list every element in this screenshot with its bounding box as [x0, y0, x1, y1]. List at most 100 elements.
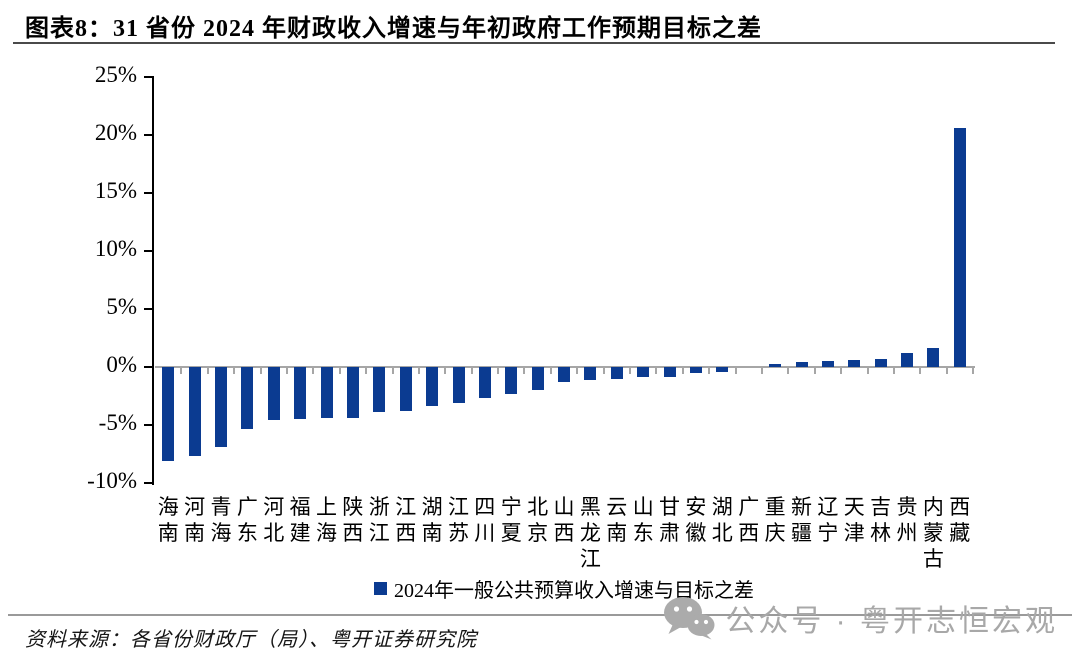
x-label-江苏: 江苏	[445, 494, 473, 546]
x-axis-tick	[206, 368, 209, 374]
x-label-西藏: 西藏	[946, 494, 974, 546]
x-label-山东: 山东	[629, 494, 657, 546]
x-axis-tick	[708, 368, 711, 374]
chart-title: 图表8：31 省份 2024 年财政收入增速与年初政府工作预期目标之差	[25, 16, 762, 42]
x-label-char: 州	[896, 521, 918, 545]
y-axis-tick	[144, 134, 153, 136]
y-axis-tick	[144, 366, 153, 368]
y-axis-label-5%: 5%	[106, 294, 137, 319]
x-axis-tick	[391, 368, 394, 374]
x-label-char: 川	[474, 521, 496, 545]
y-axis-tick	[144, 424, 153, 426]
x-label-char: 江	[395, 495, 417, 519]
x-axis-tick	[892, 368, 895, 374]
x-label-char: 疆	[791, 521, 812, 545]
x-label-char: 西	[949, 495, 971, 519]
y-axis-label-10%: 10%	[94, 236, 137, 261]
x-label-四川: 四川	[471, 494, 499, 546]
x-label-天津: 天津	[840, 494, 868, 546]
x-axis-tick	[312, 368, 315, 374]
bar-宁夏	[505, 367, 518, 394]
x-label-辽宁: 辽宁	[814, 494, 842, 546]
x-label-char: 黑	[579, 495, 601, 519]
bar-贵州	[901, 353, 913, 367]
x-label-char: 山	[553, 495, 575, 519]
x-label-重庆: 重庆	[761, 494, 789, 546]
x-axis-tick	[655, 368, 658, 374]
x-label-char: 西	[738, 521, 760, 545]
x-label-char: 徽	[685, 521, 707, 545]
y-axis-label--5%: -5%	[98, 410, 137, 435]
x-label-广西: 广西	[735, 494, 763, 546]
x-axis-tick	[840, 368, 843, 374]
x-label-char: 南	[157, 521, 179, 545]
x-label-char: 庆	[764, 521, 786, 545]
x-label-char: 江	[579, 547, 601, 571]
x-label-char: 内	[922, 495, 944, 519]
x-label-海南: 海南	[154, 494, 182, 546]
x-label-char: 西	[395, 521, 417, 545]
bar-海南	[162, 367, 175, 461]
x-axis-tick	[734, 368, 737, 374]
x-label-char: 陕	[342, 495, 364, 519]
y-axis-label--10%: -10%	[87, 468, 137, 493]
bar-湖南	[426, 367, 439, 407]
bar-江西	[399, 367, 412, 412]
title-divider	[13, 42, 1055, 44]
bar-天津	[848, 360, 861, 367]
x-axis-tick	[285, 368, 288, 374]
x-axis-tick	[549, 368, 552, 374]
x-label-河北: 河北	[260, 494, 288, 546]
x-label-宁夏: 宁夏	[497, 494, 525, 546]
bar-云南	[610, 367, 623, 379]
y-axis-tick	[144, 192, 153, 194]
bar-四川	[478, 367, 491, 399]
bar-上海	[320, 367, 333, 418]
x-axis-tick	[259, 368, 262, 374]
bar-北京	[531, 367, 544, 391]
x-label-char: 海	[316, 521, 337, 545]
x-axis-tick	[813, 368, 816, 374]
x-label-char: 辽	[817, 495, 839, 519]
x-axis-tick	[919, 368, 922, 374]
x-label-新疆: 新疆	[788, 494, 816, 546]
x-label-江西: 江西	[392, 494, 420, 546]
source-note: 资料来源：各省份财政厅（局）、粤开证券研究院	[25, 629, 477, 651]
bar-吉林	[874, 358, 887, 367]
x-label-char: 江	[368, 521, 390, 545]
x-label-安徽: 安徽	[682, 494, 710, 546]
x-label-char: 东	[632, 521, 654, 545]
x-label-char: 东	[236, 521, 258, 545]
bar-重庆	[769, 363, 782, 367]
x-label-char: 夏	[500, 521, 522, 545]
x-label-char: 浙	[368, 495, 390, 519]
bar-安徽	[689, 367, 702, 373]
x-label-福建: 福建	[286, 494, 314, 546]
x-label-char: 苏	[448, 521, 469, 545]
x-label-char: 海	[210, 521, 232, 545]
bar-陕西	[346, 367, 359, 418]
x-axis-tick	[180, 368, 183, 374]
x-label-char: 安	[685, 495, 707, 519]
x-label-广东: 广东	[233, 494, 261, 546]
x-axis-tick	[497, 368, 499, 374]
x-label-甘肃: 甘肃	[656, 494, 684, 546]
bar-西藏	[953, 128, 966, 367]
x-label-char: 宁	[500, 495, 522, 519]
wechat-icon	[664, 597, 715, 640]
x-label-char: 广	[236, 495, 258, 519]
bar-内蒙古	[927, 348, 940, 367]
y-axis-label-20%: 20%	[94, 120, 137, 145]
x-label-char: 南	[606, 521, 628, 545]
chart-legend: 2024年一般公共预算收入增速与目标之差	[155, 575, 973, 602]
x-axis-tick	[470, 368, 473, 374]
bar-新疆	[795, 362, 808, 367]
y-axis-label-25%: 25%	[94, 62, 137, 87]
watermark: 公众号 · 粤开志恒宏观	[663, 596, 1058, 640]
x-label-char: 宁	[817, 521, 839, 545]
x-label-char: 北	[711, 521, 733, 545]
x-label-北京: 北京	[524, 494, 552, 546]
x-label-char: 江	[448, 495, 469, 519]
legend-swatch-icon	[374, 581, 387, 595]
